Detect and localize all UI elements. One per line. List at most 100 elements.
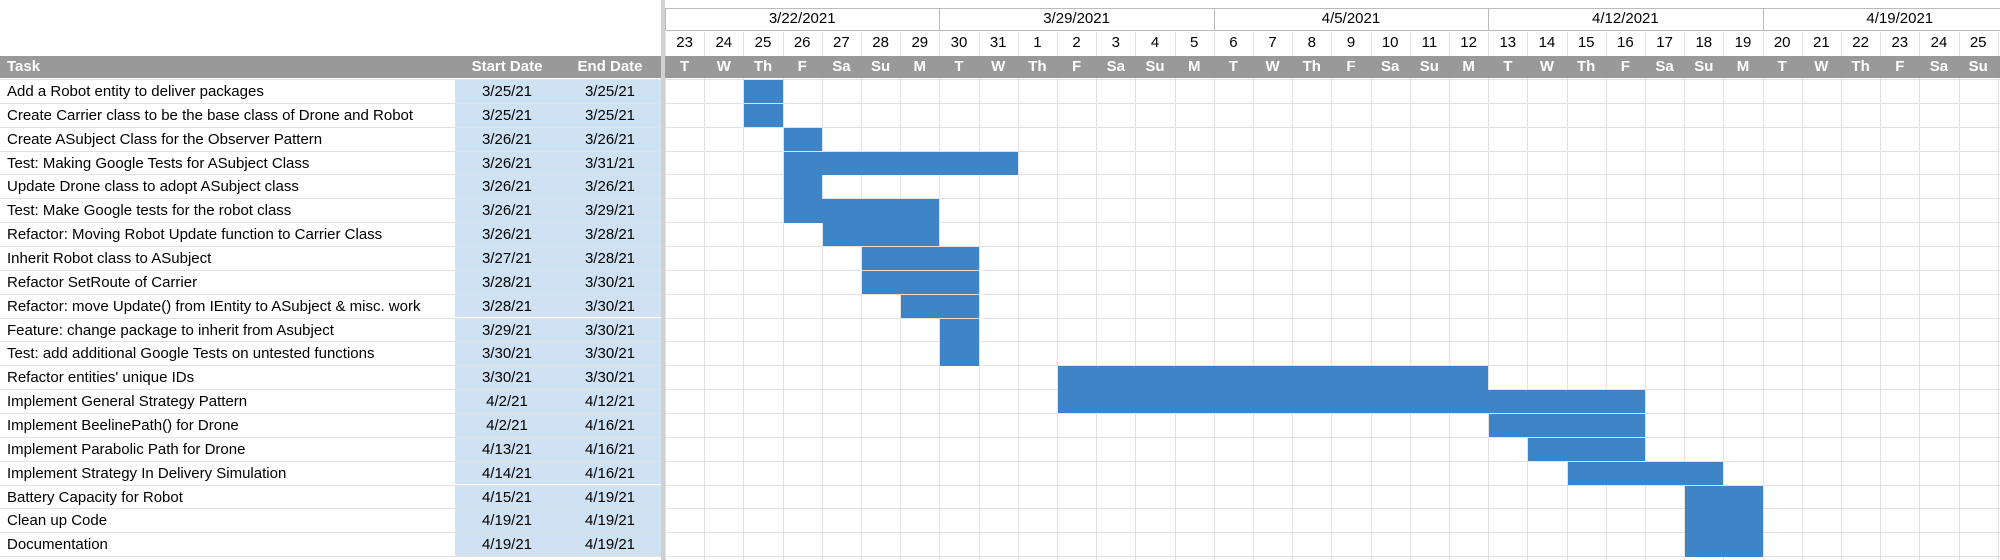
task-column-header[interactable]: Task bbox=[0, 56, 455, 78]
day-number[interactable]: 14 bbox=[1538, 34, 1556, 51]
gantt-bar[interactable] bbox=[862, 247, 979, 271]
weekday-label[interactable]: F bbox=[1346, 58, 1356, 75]
weekday-label[interactable]: F bbox=[1620, 58, 1630, 75]
day-number[interactable]: 9 bbox=[1346, 34, 1356, 51]
weekday-label[interactable]: Sa bbox=[1381, 58, 1400, 75]
task-name-cell[interactable]: Refactor: move Update() from IEntity to … bbox=[7, 297, 421, 315]
weekday-label[interactable]: Sa bbox=[1655, 58, 1674, 75]
start-date-cell[interactable]: 3/27/21 bbox=[455, 247, 559, 270]
gantt-bar[interactable] bbox=[783, 151, 1018, 175]
task-name-cell[interactable]: Create Carrier class to be the base clas… bbox=[7, 106, 414, 124]
start-date-cell[interactable]: 3/30/21 bbox=[455, 342, 559, 366]
weekday-label[interactable]: Th bbox=[1302, 58, 1321, 75]
weekday-label[interactable]: T bbox=[1777, 58, 1787, 75]
task-name-cell[interactable]: Implement Parabolic Path for Drone bbox=[7, 440, 246, 458]
task-name-cell[interactable]: Test: Make Google tests for the robot cl… bbox=[7, 202, 292, 220]
end-date-cell[interactable]: 3/30/21 bbox=[559, 294, 661, 318]
frozen-column-divider[interactable] bbox=[661, 0, 665, 560]
weekday-label[interactable]: T bbox=[1503, 58, 1513, 75]
weekday-label[interactable]: Th bbox=[1028, 58, 1047, 75]
weekday-label[interactable]: Sa bbox=[1929, 58, 1949, 75]
gantt-bar[interactable] bbox=[783, 127, 822, 152]
start-date-cell[interactable]: 3/26/21 bbox=[455, 199, 559, 223]
end-date-cell[interactable]: 3/29/21 bbox=[559, 199, 661, 223]
weekday-label[interactable]: T bbox=[680, 58, 690, 75]
weekday-label[interactable]: W bbox=[716, 58, 731, 75]
task-name-cell[interactable]: Implement BeelinePath() for Drone bbox=[7, 416, 239, 434]
weekday-label[interactable]: Su bbox=[1694, 58, 1714, 75]
gantt-bar[interactable] bbox=[1058, 366, 1489, 390]
weekday-label[interactable]: M bbox=[913, 58, 927, 75]
weekday-label[interactable]: M bbox=[1187, 58, 1201, 75]
gantt-bar[interactable] bbox=[901, 294, 979, 318]
weekday-label[interactable]: F bbox=[1895, 58, 1905, 75]
start-date-cell[interactable]: 4/19/21 bbox=[455, 509, 559, 533]
gantt-bar[interactable] bbox=[1058, 390, 1645, 414]
weekday-label[interactable]: M bbox=[1462, 58, 1475, 75]
start-date-cell[interactable]: 4/2/21 bbox=[455, 390, 559, 413]
day-number[interactable]: 24 bbox=[1930, 34, 1948, 51]
start-date-cell[interactable]: 4/15/21 bbox=[455, 485, 559, 509]
day-number[interactable]: 28 bbox=[872, 34, 889, 51]
weekday-label[interactable]: Th bbox=[753, 58, 773, 75]
task-name-cell[interactable]: Implement General Strategy Pattern bbox=[7, 393, 248, 411]
weekday-label[interactable]: Su bbox=[1968, 58, 1988, 75]
end-date-cell[interactable]: 3/25/21 bbox=[559, 80, 661, 103]
weekday-label[interactable]: W bbox=[1539, 58, 1555, 75]
gantt-bar[interactable] bbox=[1685, 485, 1763, 509]
week-label[interactable]: 4/19/2021 bbox=[1866, 10, 1934, 27]
weekday-label[interactable]: Su bbox=[1145, 58, 1165, 75]
weekday-label[interactable]: W bbox=[1814, 58, 1829, 75]
gantt-bar[interactable] bbox=[783, 175, 822, 199]
gantt-bar[interactable] bbox=[1685, 533, 1763, 557]
task-name-cell[interactable]: Test: add additional Google Tests on unt… bbox=[7, 345, 375, 363]
task-name-cell[interactable]: Refactor SetRoute of Carrier bbox=[7, 273, 198, 291]
start-date-cell[interactable]: 4/19/21 bbox=[455, 533, 559, 557]
day-number[interactable]: 5 bbox=[1190, 34, 1199, 51]
day-number[interactable]: 8 bbox=[1307, 34, 1316, 51]
start-date-cell[interactable]: 3/29/21 bbox=[455, 318, 559, 342]
end-date-cell[interactable]: 4/16/21 bbox=[559, 461, 661, 485]
start-date-cell[interactable]: 4/14/21 bbox=[455, 461, 559, 485]
task-name-cell[interactable]: Update Drone class to adopt ASubject cla… bbox=[7, 178, 299, 196]
week-label[interactable]: 3/29/2021 bbox=[1043, 10, 1110, 27]
gantt-bar[interactable] bbox=[940, 318, 979, 342]
gantt-bar[interactable] bbox=[1489, 413, 1645, 438]
start-date-cell[interactable]: 3/26/21 bbox=[455, 151, 559, 175]
day-number[interactable]: 10 bbox=[1381, 34, 1399, 51]
gantt-bar[interactable] bbox=[1567, 461, 1724, 485]
gantt-bar[interactable] bbox=[1528, 437, 1645, 462]
gantt-bar[interactable] bbox=[940, 342, 979, 366]
task-name-cell[interactable]: Documentation bbox=[7, 536, 108, 554]
day-number[interactable]: 23 bbox=[1891, 34, 1909, 51]
end-date-column-header[interactable]: End Date bbox=[559, 56, 661, 78]
gantt-bar[interactable] bbox=[744, 103, 783, 128]
end-date-cell[interactable]: 3/25/21 bbox=[559, 103, 661, 127]
day-number[interactable]: 16 bbox=[1617, 34, 1634, 51]
day-number[interactable]: 3 bbox=[1111, 34, 1120, 51]
weekday-label[interactable]: Su bbox=[871, 58, 891, 75]
weekday-label[interactable]: M bbox=[1736, 58, 1750, 75]
day-number[interactable]: 29 bbox=[911, 34, 929, 51]
end-date-cell[interactable]: 3/30/21 bbox=[559, 318, 661, 342]
weekday-label[interactable]: Sa bbox=[1106, 58, 1125, 75]
end-date-cell[interactable]: 4/12/21 bbox=[559, 390, 661, 413]
day-number[interactable]: 4 bbox=[1150, 34, 1160, 51]
start-date-cell[interactable]: 4/13/21 bbox=[455, 437, 559, 461]
weekday-label[interactable]: Su bbox=[1419, 58, 1439, 75]
day-number[interactable]: 2 bbox=[1072, 34, 1081, 51]
weekday-label[interactable]: F bbox=[797, 58, 807, 75]
end-date-cell[interactable]: 4/19/21 bbox=[559, 509, 661, 533]
start-date-cell[interactable]: 3/25/21 bbox=[455, 103, 559, 127]
week-label[interactable]: 3/22/2021 bbox=[768, 10, 836, 27]
start-date-cell[interactable]: 3/25/21 bbox=[455, 80, 559, 103]
day-number[interactable]: 19 bbox=[1734, 34, 1752, 51]
task-name-cell[interactable]: Refactor: Moving Robot Update function t… bbox=[7, 226, 383, 244]
day-number[interactable]: 23 bbox=[676, 34, 693, 51]
start-date-cell[interactable]: 3/26/21 bbox=[455, 223, 559, 246]
day-number[interactable]: 13 bbox=[1499, 34, 1517, 51]
task-name-cell[interactable]: Implement Strategy In Delivery Simulatio… bbox=[7, 464, 287, 482]
end-date-cell[interactable]: 3/26/21 bbox=[559, 175, 661, 199]
end-date-cell[interactable]: 3/30/21 bbox=[559, 342, 661, 366]
day-number[interactable]: 31 bbox=[989, 34, 1007, 51]
